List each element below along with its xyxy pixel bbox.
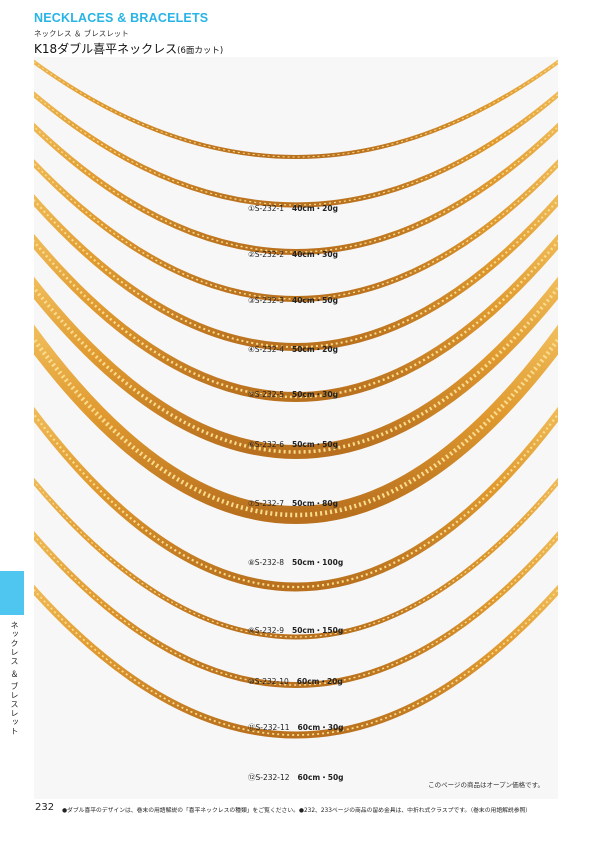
item-label: ①S-232-1 40cm・20g xyxy=(248,203,338,214)
item-label: ⑤S-232-5 50cm・30g xyxy=(248,389,338,400)
item-code: ①S-232-1 xyxy=(248,204,284,213)
item-spec: 50cm・30g xyxy=(291,390,338,399)
chain-highlight-11 xyxy=(34,534,558,686)
item-label: ⑨S-232-9 50cm・150g xyxy=(248,625,343,636)
item-code: ⑪S-232-11 xyxy=(248,723,290,732)
chains-illustration xyxy=(34,59,558,739)
chain-highlight-2 xyxy=(34,93,558,206)
product-title: K18ダブル喜平ネックレス(6面カット) xyxy=(34,40,223,57)
item-code: ⑨S-232-9 xyxy=(248,626,284,635)
item-spec: 40cm・30g xyxy=(291,250,338,259)
chain-highlight-6 xyxy=(34,239,558,399)
chain-highlight-12 xyxy=(34,588,558,736)
item-label: ④S-232-4 50cm・20g xyxy=(248,344,338,355)
item-code: ⑤S-232-5 xyxy=(248,390,284,399)
item-code: ⑫S-232-12 xyxy=(248,773,290,782)
header-title: NECKLACES & BRACELETS xyxy=(34,11,209,25)
item-label: ⑩S-232-10 60cm・20g xyxy=(248,676,343,687)
item-code: ⑧S-232-8 xyxy=(248,558,284,567)
item-code: ②S-232-2 xyxy=(248,250,284,259)
item-spec: 60cm・20g xyxy=(296,677,343,686)
item-code: ⑩S-232-10 xyxy=(248,677,289,686)
item-spec: 50cm・80g xyxy=(291,499,338,508)
chain-highlight-10 xyxy=(34,480,558,638)
item-label: ⑪S-232-11 60cm・30g xyxy=(248,722,344,733)
item-code: ⑦S-232-7 xyxy=(248,499,284,508)
item-label: ⑦S-232-7 50cm・80g xyxy=(248,498,338,509)
item-spec: 60cm・50g xyxy=(297,773,344,782)
item-spec: 50cm・20g xyxy=(291,345,338,354)
item-spec: 50cm・150g xyxy=(291,626,344,635)
item-spec: 40cm・50g xyxy=(291,296,338,305)
item-code: ④S-232-4 xyxy=(248,345,284,354)
chain-8 xyxy=(34,324,558,524)
item-label: ③S-232-3 40cm・50g xyxy=(248,295,338,306)
item-label: ⑫S-232-12 60cm・50g xyxy=(248,772,344,783)
section-tab-label: ネックレス ＆ ブレスレット xyxy=(10,621,19,737)
chain-highlight-1 xyxy=(34,61,558,158)
page-number: 232 xyxy=(35,802,55,813)
product-photo: ①S-232-1 40cm・20g ②S-232-2 40cm・30g ③S-232-3… xyxy=(34,57,558,799)
chain-highlight-7 xyxy=(34,285,558,454)
item-spec: 50cm・100g xyxy=(291,558,344,567)
chain-highlight-5 xyxy=(34,198,558,348)
item-spec: 60cm・30g xyxy=(297,723,344,732)
chain-11 xyxy=(34,531,558,688)
chain-highlight-4 xyxy=(34,162,558,300)
product-name: K18ダブル喜平ネックレス xyxy=(34,42,178,56)
chain-highlight-8 xyxy=(34,335,558,518)
chain-12 xyxy=(34,584,558,739)
header-subtitle: ネックレス ＆ ブレスレット xyxy=(34,29,129,38)
chain-highlight-9 xyxy=(34,412,558,588)
chain-1 xyxy=(34,59,558,159)
chain-2 xyxy=(34,91,558,208)
item-code: ③S-232-3 xyxy=(248,296,284,305)
chain-highlight-3 xyxy=(34,125,558,253)
item-spec: 40cm・20g xyxy=(291,204,338,213)
section-tab[interactable] xyxy=(0,571,24,615)
photo-note: このページの商品はオープン価格です。 xyxy=(428,781,544,789)
item-label: ⑧S-232-8 50cm・100g xyxy=(248,557,343,568)
item-label: ②S-232-2 40cm・30g xyxy=(248,249,338,260)
item-label: ⑥S-232-6 50cm・50g xyxy=(248,439,338,450)
item-spec: 50cm・50g xyxy=(291,440,338,449)
footnote: ●ダブル喜平のデザインは、巻末の用語解説の「喜平ネックレスの種類」をご覧ください… xyxy=(62,808,532,814)
cut-note: (6面カット) xyxy=(177,46,224,56)
item-code: ⑥S-232-6 xyxy=(248,440,284,449)
